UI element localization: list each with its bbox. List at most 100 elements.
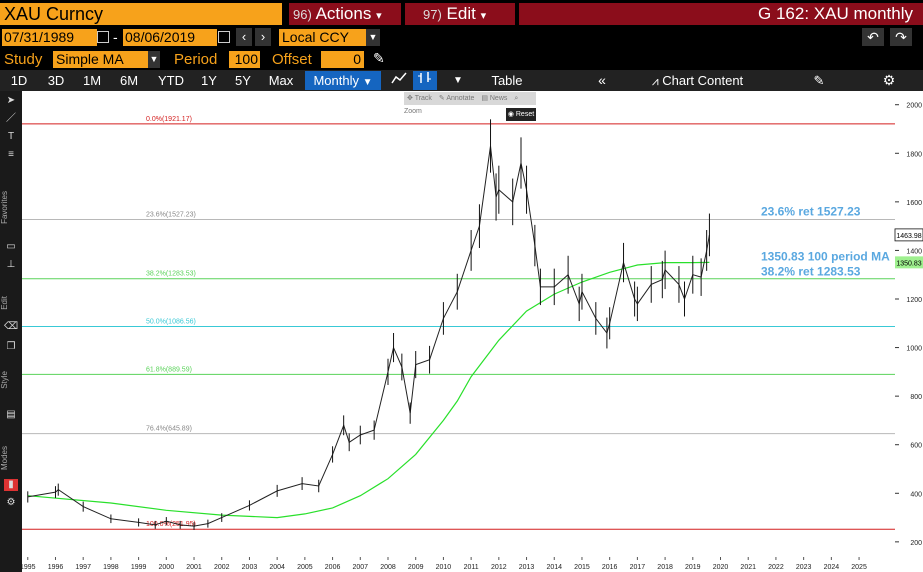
- x-axis-tick-label: 2010: [436, 564, 452, 571]
- period-button-5y[interactable]: 5Y: [235, 73, 251, 88]
- fib-level-label: 61.8%(889.59): [146, 366, 192, 373]
- line-tool-icon[interactable]: ／: [6, 113, 16, 124]
- period-label: Period: [174, 51, 218, 68]
- period-button-6m[interactable]: 6M: [119, 73, 139, 88]
- chart-toolbar: [0, 70, 923, 91]
- collapse-icon[interactable]: «: [598, 72, 606, 88]
- chart-content-button[interactable]: ⩘ Chart Content: [640, 71, 755, 90]
- x-axis-tick-label: 2001: [186, 564, 202, 571]
- period-button-1y[interactable]: 1Y: [201, 73, 217, 88]
- edit-menu[interactable]: 97) Edit ▾: [405, 3, 515, 25]
- news-button[interactable]: ▤ News: [481, 95, 508, 102]
- eraser-icon[interactable]: ⌫: [4, 321, 19, 332]
- style-side-label: Style: [0, 371, 9, 389]
- header-bar: XAU Curncy 96) Actions ▾ 97) Edit ▾ G 16…: [0, 0, 923, 28]
- x-axis-tick-label: 2009: [408, 564, 424, 571]
- reset-icon: ◉: [507, 111, 514, 118]
- fib-level-label: 50.0%(1086.56): [146, 319, 196, 326]
- y-axis-tick-label: 800: [910, 394, 922, 401]
- x-axis-tick-label: 2012: [491, 564, 507, 571]
- plot-background: [22, 91, 895, 557]
- end-calendar-icon[interactable]: [218, 31, 230, 43]
- fib-level-label: 100.0%(251.95): [146, 521, 196, 528]
- chart-interaction-toolbar: ✥ Track ✎ Annotate ▤ News ⌕ Zoom: [404, 92, 536, 115]
- price-series-line: [27, 145, 710, 527]
- date-range-bar: 07/31/1989 - 08/06/2019 ‹ › Local CCY ▼ …: [0, 28, 923, 48]
- x-axis-tick-label: 2006: [325, 564, 341, 571]
- y-axis-tick-label: 1000: [906, 346, 922, 353]
- color-tool-icon[interactable]: ▤: [6, 409, 16, 420]
- study-type-select[interactable]: Simple MA: [53, 51, 148, 68]
- x-axis-tick-label: 2008: [380, 564, 396, 571]
- start-calendar-icon[interactable]: [97, 31, 109, 43]
- zoom-button[interactable]: ⌕ Zoom: [404, 95, 519, 115]
- edit-dropdown-icon: ▾: [480, 10, 487, 22]
- edit-label: Edit: [446, 4, 476, 23]
- fib-level-label: 38.2%(1283.53): [146, 271, 196, 278]
- text-tool-icon[interactable]: T: [7, 131, 15, 142]
- currency-select[interactable]: Local CCY: [279, 29, 367, 46]
- reset-button[interactable]: ◉ Reset: [506, 108, 536, 121]
- redo-button[interactable]: ↷: [890, 28, 912, 46]
- y-axis-tick-label: 200: [910, 540, 922, 547]
- track-button[interactable]: ✥ Track: [407, 95, 432, 102]
- edit-number: 97): [423, 7, 442, 22]
- actions-menu[interactable]: 96) Actions ▾: [289, 3, 401, 25]
- prev-period-button[interactable]: ‹: [236, 28, 252, 46]
- x-axis-tick-label: 1995: [22, 564, 36, 571]
- x-axis-tick-label: 2007: [352, 564, 368, 571]
- drawing-tools-column: ➤ ／ T ≡ Favorites ▭ ⊥ Edit ⌫ ❐ Style ▤ M…: [0, 91, 22, 572]
- x-axis-background: [22, 557, 923, 572]
- cursor-icon[interactable]: ➤: [6, 95, 16, 106]
- ticker-field[interactable]: XAU Curncy: [0, 3, 282, 25]
- x-axis-tick-label: 2017: [630, 564, 646, 571]
- end-date-field[interactable]: 08/06/2019: [123, 29, 217, 46]
- x-axis-tick-label: 1997: [75, 564, 91, 571]
- y-axis-tick-label: 1400: [906, 248, 922, 255]
- line-chart-icon[interactable]: [388, 71, 410, 90]
- fib-level-label: 76.4%(645.89): [146, 426, 192, 433]
- range-dash: -: [113, 29, 118, 45]
- period-button-1m[interactable]: 1M: [82, 73, 102, 88]
- copy-icon[interactable]: ❐: [6, 341, 16, 352]
- y-axis-tick-label: 1600: [906, 200, 922, 207]
- chart-type-dropdown-icon[interactable]: ▼: [453, 75, 463, 86]
- x-axis-tick-label: 2025: [851, 564, 867, 571]
- channel-tool-icon[interactable]: ⊥: [6, 259, 16, 270]
- period-button-ytd[interactable]: YTD: [158, 73, 184, 88]
- edit-note-icon[interactable]: ✎: [813, 73, 825, 88]
- offset-label: Offset: [272, 51, 312, 68]
- study-dropdown-icon[interactable]: ▼: [148, 51, 160, 68]
- frequency-select[interactable]: Monthly ▼: [305, 71, 381, 90]
- fib-level-label: 0.0%(1921.17): [146, 116, 192, 123]
- period-button-max[interactable]: Max: [268, 73, 294, 88]
- x-axis-tick-label: 2015: [574, 564, 590, 571]
- period-button-1d[interactable]: 1D: [10, 73, 28, 88]
- price-chart[interactable]: 0.0%(1921.17) 23.6%(1527.23) 38.2%(1283.53…: [22, 91, 923, 572]
- table-button[interactable]: Table: [491, 73, 523, 88]
- x-axis-tick-label: 2003: [242, 564, 258, 571]
- y-axis-tick-label: 400: [910, 491, 922, 498]
- bar-chart-icon[interactable]: [413, 71, 437, 90]
- annotation-label: 1350.83 100 period MA: [761, 249, 890, 263]
- x-axis-tick-label: 2024: [824, 564, 840, 571]
- pencil-icon[interactable]: ✎: [373, 50, 385, 66]
- frequency-label: Monthly: [313, 73, 359, 88]
- x-axis-tick-label: 2004: [269, 564, 285, 571]
- currency-dropdown-icon[interactable]: ▼: [366, 29, 380, 46]
- start-date-field[interactable]: 07/31/1989: [2, 29, 97, 46]
- annotate-button[interactable]: ✎ Annotate: [438, 95, 475, 102]
- period-button-3d[interactable]: 3D: [47, 73, 65, 88]
- offset-input[interactable]: 0: [321, 51, 364, 68]
- actions-dropdown-icon: ▾: [376, 10, 382, 22]
- settings-small-icon[interactable]: ⚙: [6, 497, 16, 508]
- actions-number: 96): [293, 7, 312, 22]
- undo-button[interactable]: ↶: [862, 28, 884, 46]
- mode-toggle-icon[interactable]: ▮: [4, 479, 18, 491]
- study-bar: Study Simple MA ▼ Period 100 Offset 0 ✎: [0, 48, 923, 70]
- settings-gear-icon[interactable]: ⚙: [882, 72, 896, 88]
- next-period-button[interactable]: ›: [255, 28, 271, 46]
- period-input[interactable]: 100: [229, 51, 260, 68]
- fibonacci-tool-icon[interactable]: ≡: [8, 149, 14, 160]
- marker-tool-icon[interactable]: ▭: [6, 241, 16, 252]
